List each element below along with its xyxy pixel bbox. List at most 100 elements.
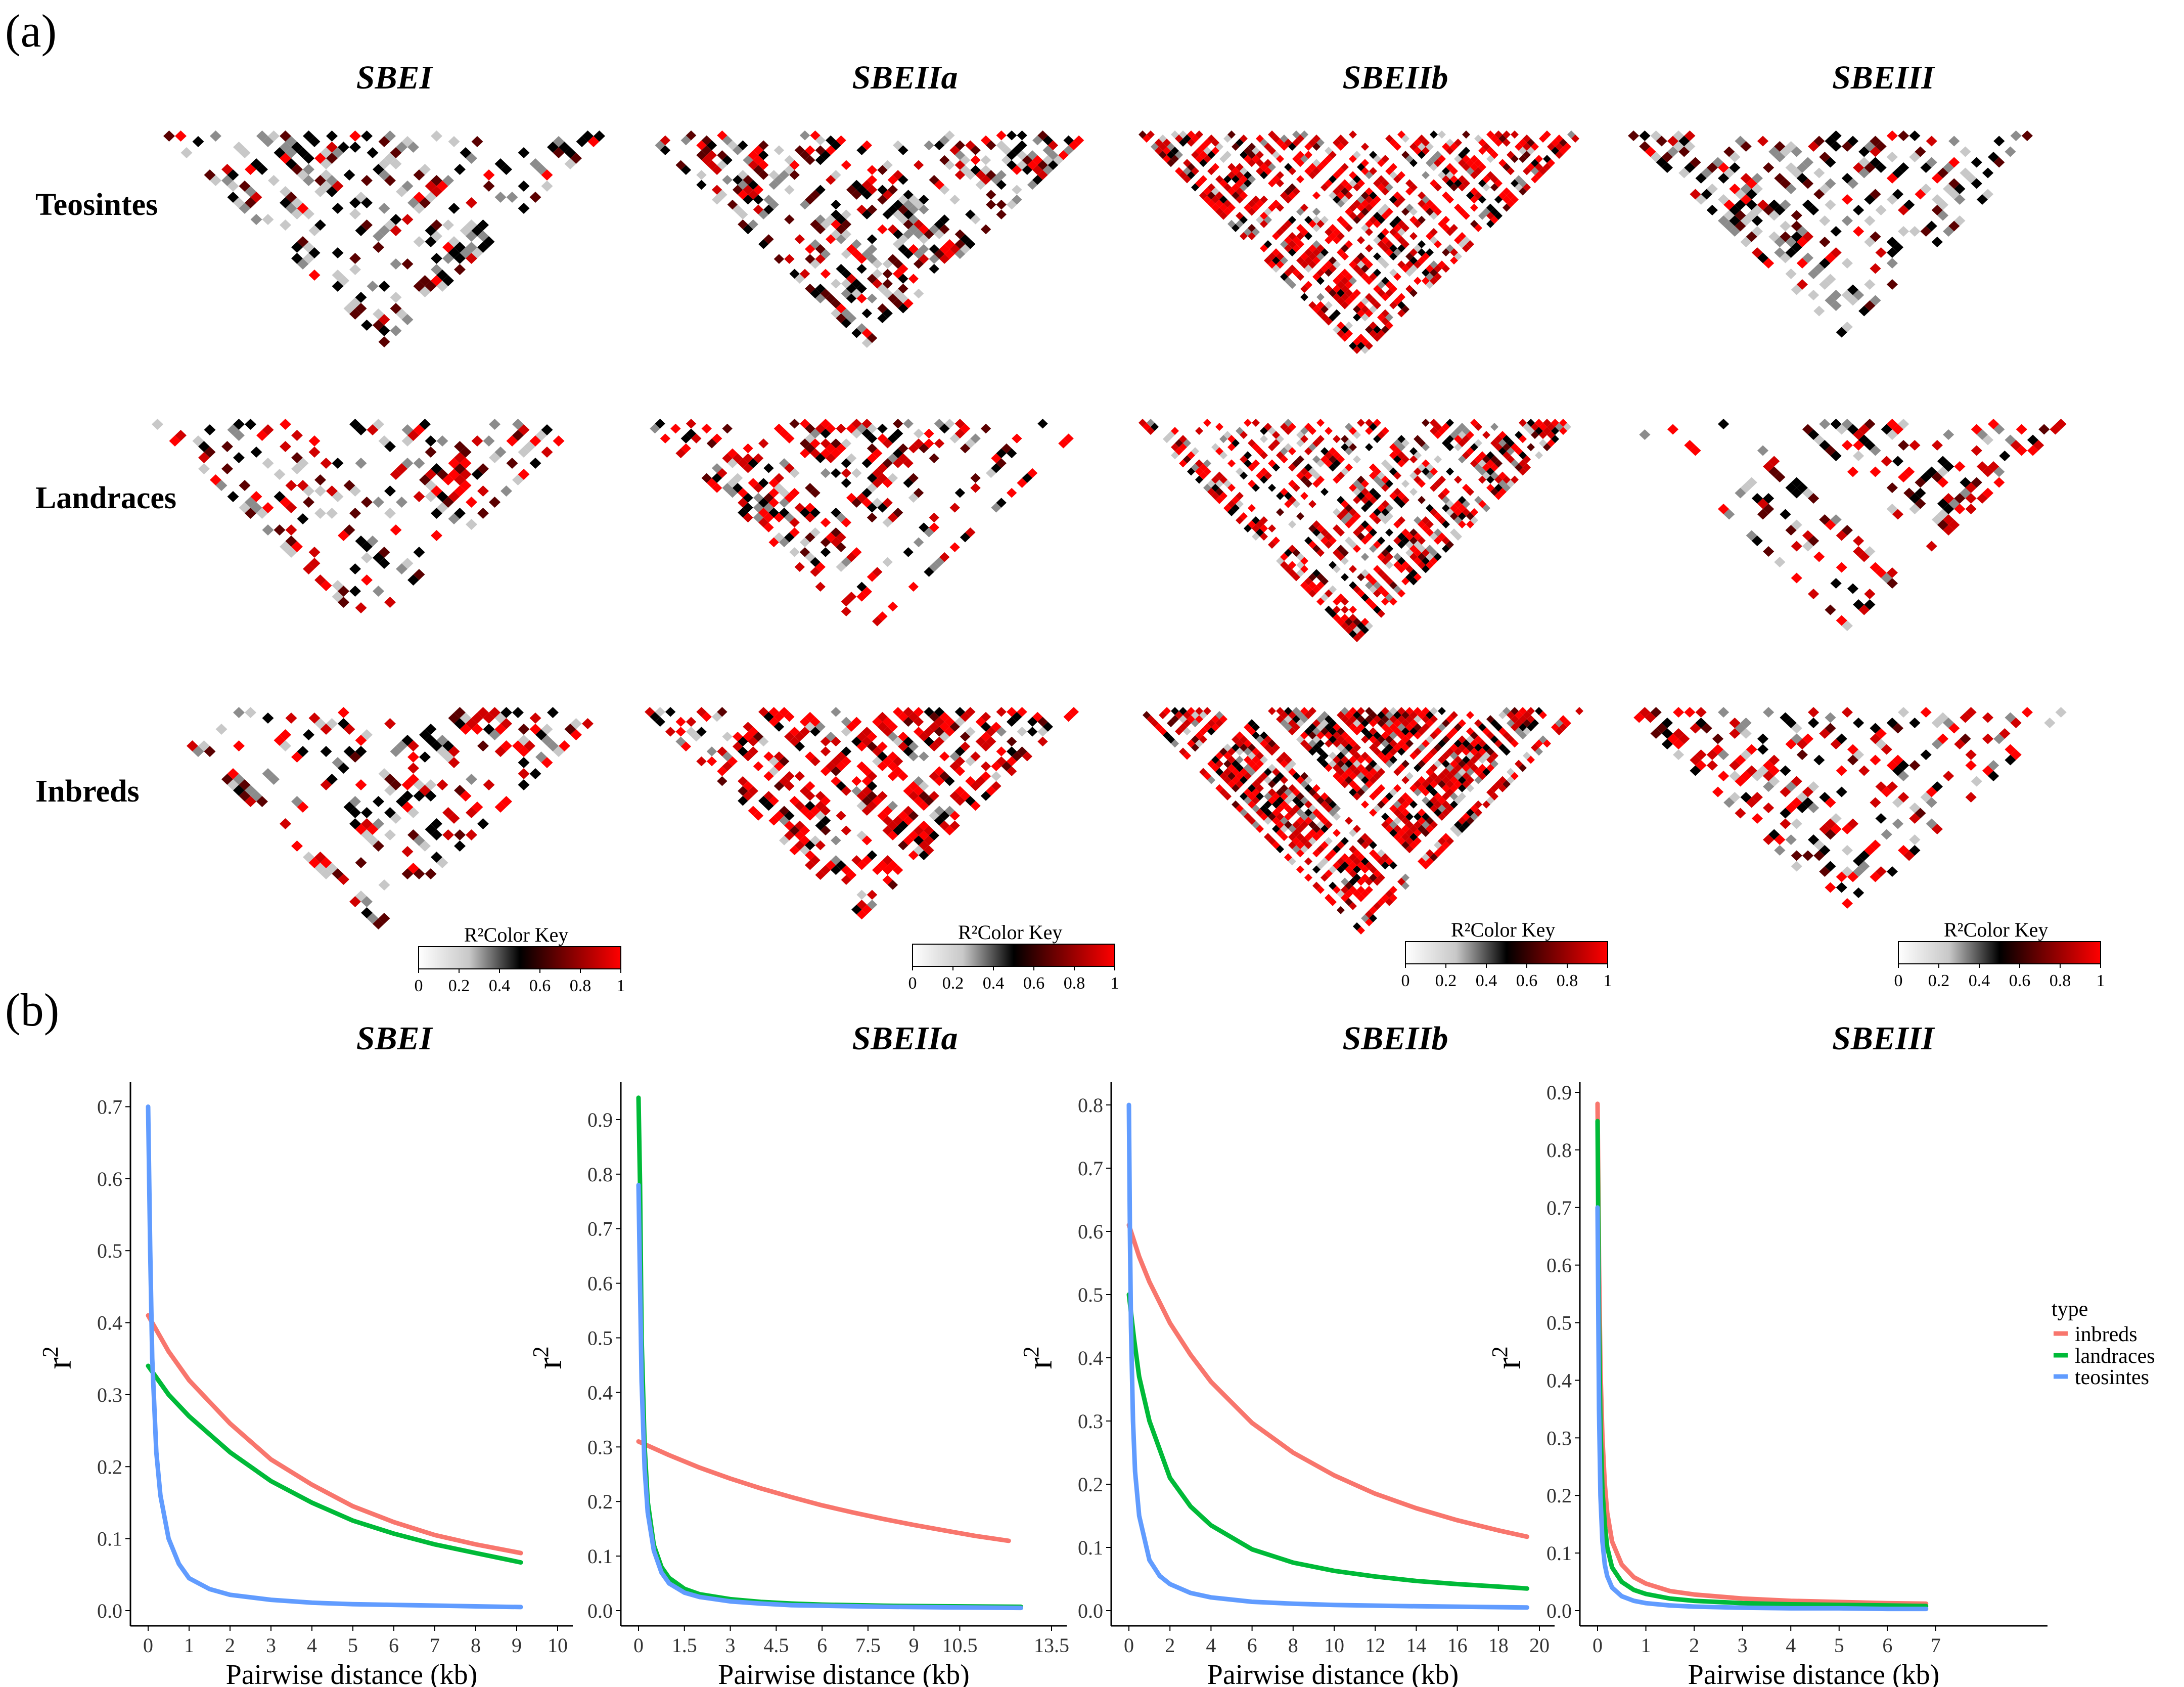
ld-cell [1349, 605, 1357, 614]
ld-cell [1353, 479, 1361, 488]
ld-cell [308, 247, 321, 258]
ld-cell [763, 463, 774, 473]
ld-cell [1898, 226, 1909, 237]
ld-cell [1333, 804, 1341, 813]
ld-cell [541, 447, 553, 458]
ld-cell [1321, 215, 1329, 224]
ld-cell [1853, 205, 1864, 215]
y-tick-label: 0.0 [97, 1600, 122, 1622]
ld-cell [1373, 508, 1381, 516]
ld-cell [1825, 882, 1836, 893]
ld-cell [1171, 427, 1179, 435]
ld-cell [1337, 528, 1345, 537]
x-tick-label: 3 [266, 1634, 276, 1657]
ld-cell [1006, 150, 1017, 160]
ld-cell [367, 536, 379, 547]
ld-cell [1369, 487, 1377, 496]
ld-cell [980, 712, 991, 722]
ld-cell [867, 244, 878, 254]
ld-cell [929, 453, 939, 463]
ld-cell [1401, 264, 1409, 273]
ld-cell [954, 419, 966, 429]
ld-cell [1256, 471, 1264, 480]
color-key-tick-label: 0.2 [1435, 971, 1457, 990]
ld-cell [1345, 321, 1353, 330]
ld-cell [908, 751, 919, 762]
ld-cell [1401, 881, 1409, 890]
ld-cell [1418, 537, 1426, 545]
ld-cell [820, 249, 831, 259]
ld-cell [738, 209, 748, 219]
ld-cell [1892, 818, 1904, 829]
ld-cell [1909, 440, 1921, 451]
ld-cell [1393, 447, 1401, 456]
ld-cell [1875, 247, 1887, 258]
y-tick-label: 0.3 [97, 1384, 122, 1406]
ld-cell [1474, 463, 1482, 472]
color-key-tick-label: 0.6 [529, 976, 551, 995]
ld-cell [872, 259, 883, 269]
ld-cell [1757, 744, 1769, 755]
ld-cell [466, 774, 477, 785]
ld-cell [1312, 881, 1321, 890]
ld-cell [1365, 573, 1373, 582]
ld-cell [820, 269, 831, 279]
ld-cell [175, 130, 187, 142]
ld-cell [763, 801, 774, 811]
ld-cell [221, 441, 233, 452]
ld-cell [887, 771, 898, 781]
ld-cell [836, 423, 846, 434]
ld-cell [1515, 760, 1523, 768]
ld-cell [1373, 419, 1381, 427]
ld-cell [1207, 479, 1215, 488]
ld-cell [738, 786, 748, 796]
ld-cell [1870, 295, 1881, 306]
ld-cell [1780, 220, 1791, 232]
ld-cell [1450, 512, 1458, 520]
ld-cell [175, 430, 187, 441]
ld-cell [1422, 419, 1430, 427]
ld-population-labels: Teosintes Landraces Inbreds [35, 188, 176, 809]
ld-cell [794, 731, 805, 742]
series-line-inbreds [636, 1439, 1011, 1543]
color-key-tick-label: 0.2 [942, 974, 964, 993]
ld-cell [1361, 727, 1369, 736]
ld-cell [1802, 231, 1814, 242]
ld-cell [1316, 812, 1325, 821]
ld-cell [1321, 751, 1329, 760]
ld-cell [1377, 873, 1385, 882]
ld-cell [1353, 865, 1361, 874]
ld-cell [913, 707, 924, 717]
ld-cell [1288, 784, 1296, 792]
ld-cell [650, 712, 660, 722]
ld-cell [1027, 717, 1038, 727]
ld-cell [1409, 256, 1418, 265]
ld-cell [1397, 541, 1405, 549]
ld-cell [250, 447, 262, 458]
ld-cell [1490, 175, 1498, 184]
ld-cell [1006, 199, 1017, 210]
ld-cell [280, 818, 291, 829]
ld-cell [1454, 443, 1462, 452]
ld-cell [892, 419, 903, 429]
ld-cell [1304, 585, 1312, 594]
ld-cell [1401, 816, 1409, 825]
ld-cell [934, 806, 945, 816]
ld-cell [1272, 768, 1280, 776]
ld-cell [949, 145, 960, 155]
ld-cell [1252, 443, 1260, 452]
ld-cell [349, 586, 361, 597]
ld-cell [1316, 163, 1325, 171]
ld-cell [660, 433, 671, 443]
ld-cell [1227, 459, 1236, 468]
ld-cell [867, 165, 878, 175]
ld-cell [1341, 605, 1349, 614]
ld-cell [851, 428, 862, 439]
ld-cell [934, 419, 945, 429]
ld-cell [407, 751, 419, 763]
ld-cell [748, 180, 758, 190]
ld-cell [1268, 443, 1276, 452]
ld-cell [1280, 447, 1288, 456]
ld-cell [436, 857, 448, 868]
